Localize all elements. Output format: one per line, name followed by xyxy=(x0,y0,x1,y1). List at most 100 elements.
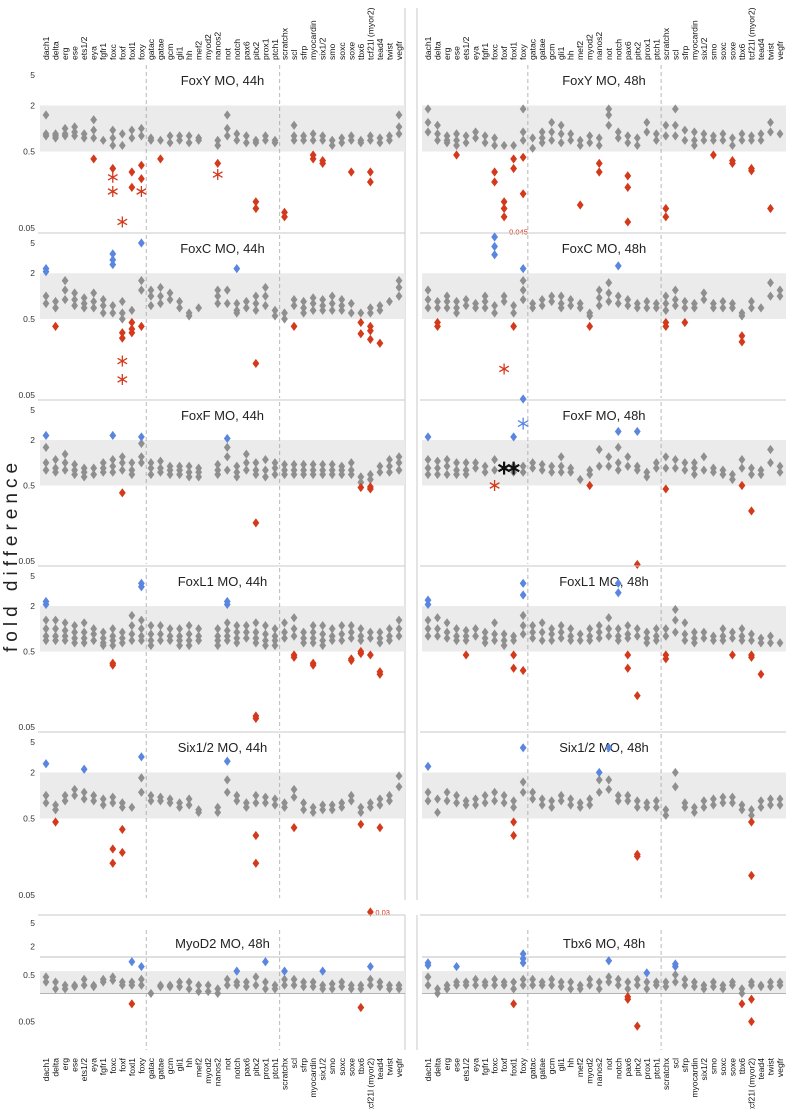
gene-label: twist xyxy=(384,1057,394,1075)
data-point xyxy=(510,154,518,164)
data-point xyxy=(42,798,50,808)
data-point xyxy=(300,805,307,815)
data-point xyxy=(614,465,622,475)
data-point xyxy=(233,790,241,801)
data-point xyxy=(90,115,98,125)
data-point xyxy=(519,104,527,114)
data-point xyxy=(700,802,708,812)
data-point xyxy=(776,980,784,990)
data-point xyxy=(757,638,765,648)
data-point xyxy=(738,455,746,465)
data-point xyxy=(605,120,613,130)
data-point xyxy=(376,301,384,311)
data-point xyxy=(166,138,174,148)
data-point xyxy=(138,624,145,634)
data-point xyxy=(434,794,441,804)
data-point xyxy=(757,981,765,992)
data-point xyxy=(662,212,670,222)
data-point xyxy=(80,618,88,628)
data-point xyxy=(185,311,193,321)
data-point xyxy=(319,158,327,168)
data-point xyxy=(52,615,59,625)
gene-label: pitx2 xyxy=(251,1058,261,1076)
data-point xyxy=(510,301,518,311)
data-point xyxy=(252,305,260,315)
data-point xyxy=(767,638,774,648)
data-point xyxy=(271,800,279,810)
data-point xyxy=(109,163,117,174)
data-point xyxy=(242,138,250,148)
data-point xyxy=(271,463,279,473)
data-point xyxy=(510,163,518,174)
data-point xyxy=(595,787,603,797)
data-point xyxy=(300,627,307,637)
data-point xyxy=(395,771,403,781)
data-point xyxy=(614,635,622,646)
data-point xyxy=(662,298,670,309)
data-point xyxy=(681,125,689,135)
gene-label: foxc xyxy=(108,44,118,60)
data-point xyxy=(519,958,527,968)
data-point xyxy=(80,974,88,984)
data-point xyxy=(290,301,298,311)
data-point xyxy=(128,635,136,646)
data-point xyxy=(376,467,384,477)
data-point xyxy=(118,824,126,835)
data-point xyxy=(500,291,508,301)
data-point xyxy=(595,158,603,168)
data-point xyxy=(605,784,613,795)
gene-label: eya xyxy=(471,1058,481,1072)
data-point xyxy=(185,635,193,646)
gene-label: gcm xyxy=(165,1058,175,1074)
data-point xyxy=(281,974,288,984)
data-point xyxy=(424,117,432,128)
data-point xyxy=(671,285,679,295)
gene-label: vegfr xyxy=(394,41,404,60)
gene-label: fgfr1 xyxy=(98,43,108,60)
data-point xyxy=(214,285,222,295)
data-point xyxy=(109,467,117,477)
data-point xyxy=(557,627,565,637)
data-point xyxy=(395,291,403,301)
data-point xyxy=(776,800,784,810)
data-point xyxy=(700,633,708,643)
data-point xyxy=(233,638,241,648)
data-point xyxy=(281,459,288,470)
data-point xyxy=(662,654,670,664)
data-point xyxy=(548,635,556,646)
data-point xyxy=(99,294,107,305)
data-point xyxy=(195,986,203,997)
data-point xyxy=(252,135,260,145)
data-point xyxy=(281,212,288,222)
data-point xyxy=(434,129,441,139)
data-point xyxy=(61,276,69,286)
data-point xyxy=(519,665,527,676)
data-point xyxy=(395,129,403,139)
data-point xyxy=(462,458,470,468)
data-point xyxy=(710,467,717,477)
data-point xyxy=(586,131,594,141)
data-point xyxy=(700,288,708,298)
data-point-star xyxy=(136,186,147,198)
data-point xyxy=(576,474,584,485)
data-point xyxy=(748,805,755,815)
data-point xyxy=(242,802,250,812)
data-point xyxy=(548,974,556,984)
data-point xyxy=(90,463,98,473)
data-point xyxy=(138,635,145,646)
data-point xyxy=(52,635,59,646)
data-point xyxy=(671,970,679,980)
gene-label: notch xyxy=(232,39,242,60)
data-point xyxy=(491,618,498,628)
data-point xyxy=(290,294,298,305)
data-point xyxy=(557,621,565,631)
gene-label: delta xyxy=(433,1058,443,1077)
data-point xyxy=(443,296,451,307)
gene-label: foxy xyxy=(136,1057,146,1073)
data-point-star xyxy=(107,171,118,183)
data-point xyxy=(166,469,174,480)
data-point xyxy=(71,288,79,298)
data-point xyxy=(748,296,755,307)
data-point xyxy=(52,984,59,994)
